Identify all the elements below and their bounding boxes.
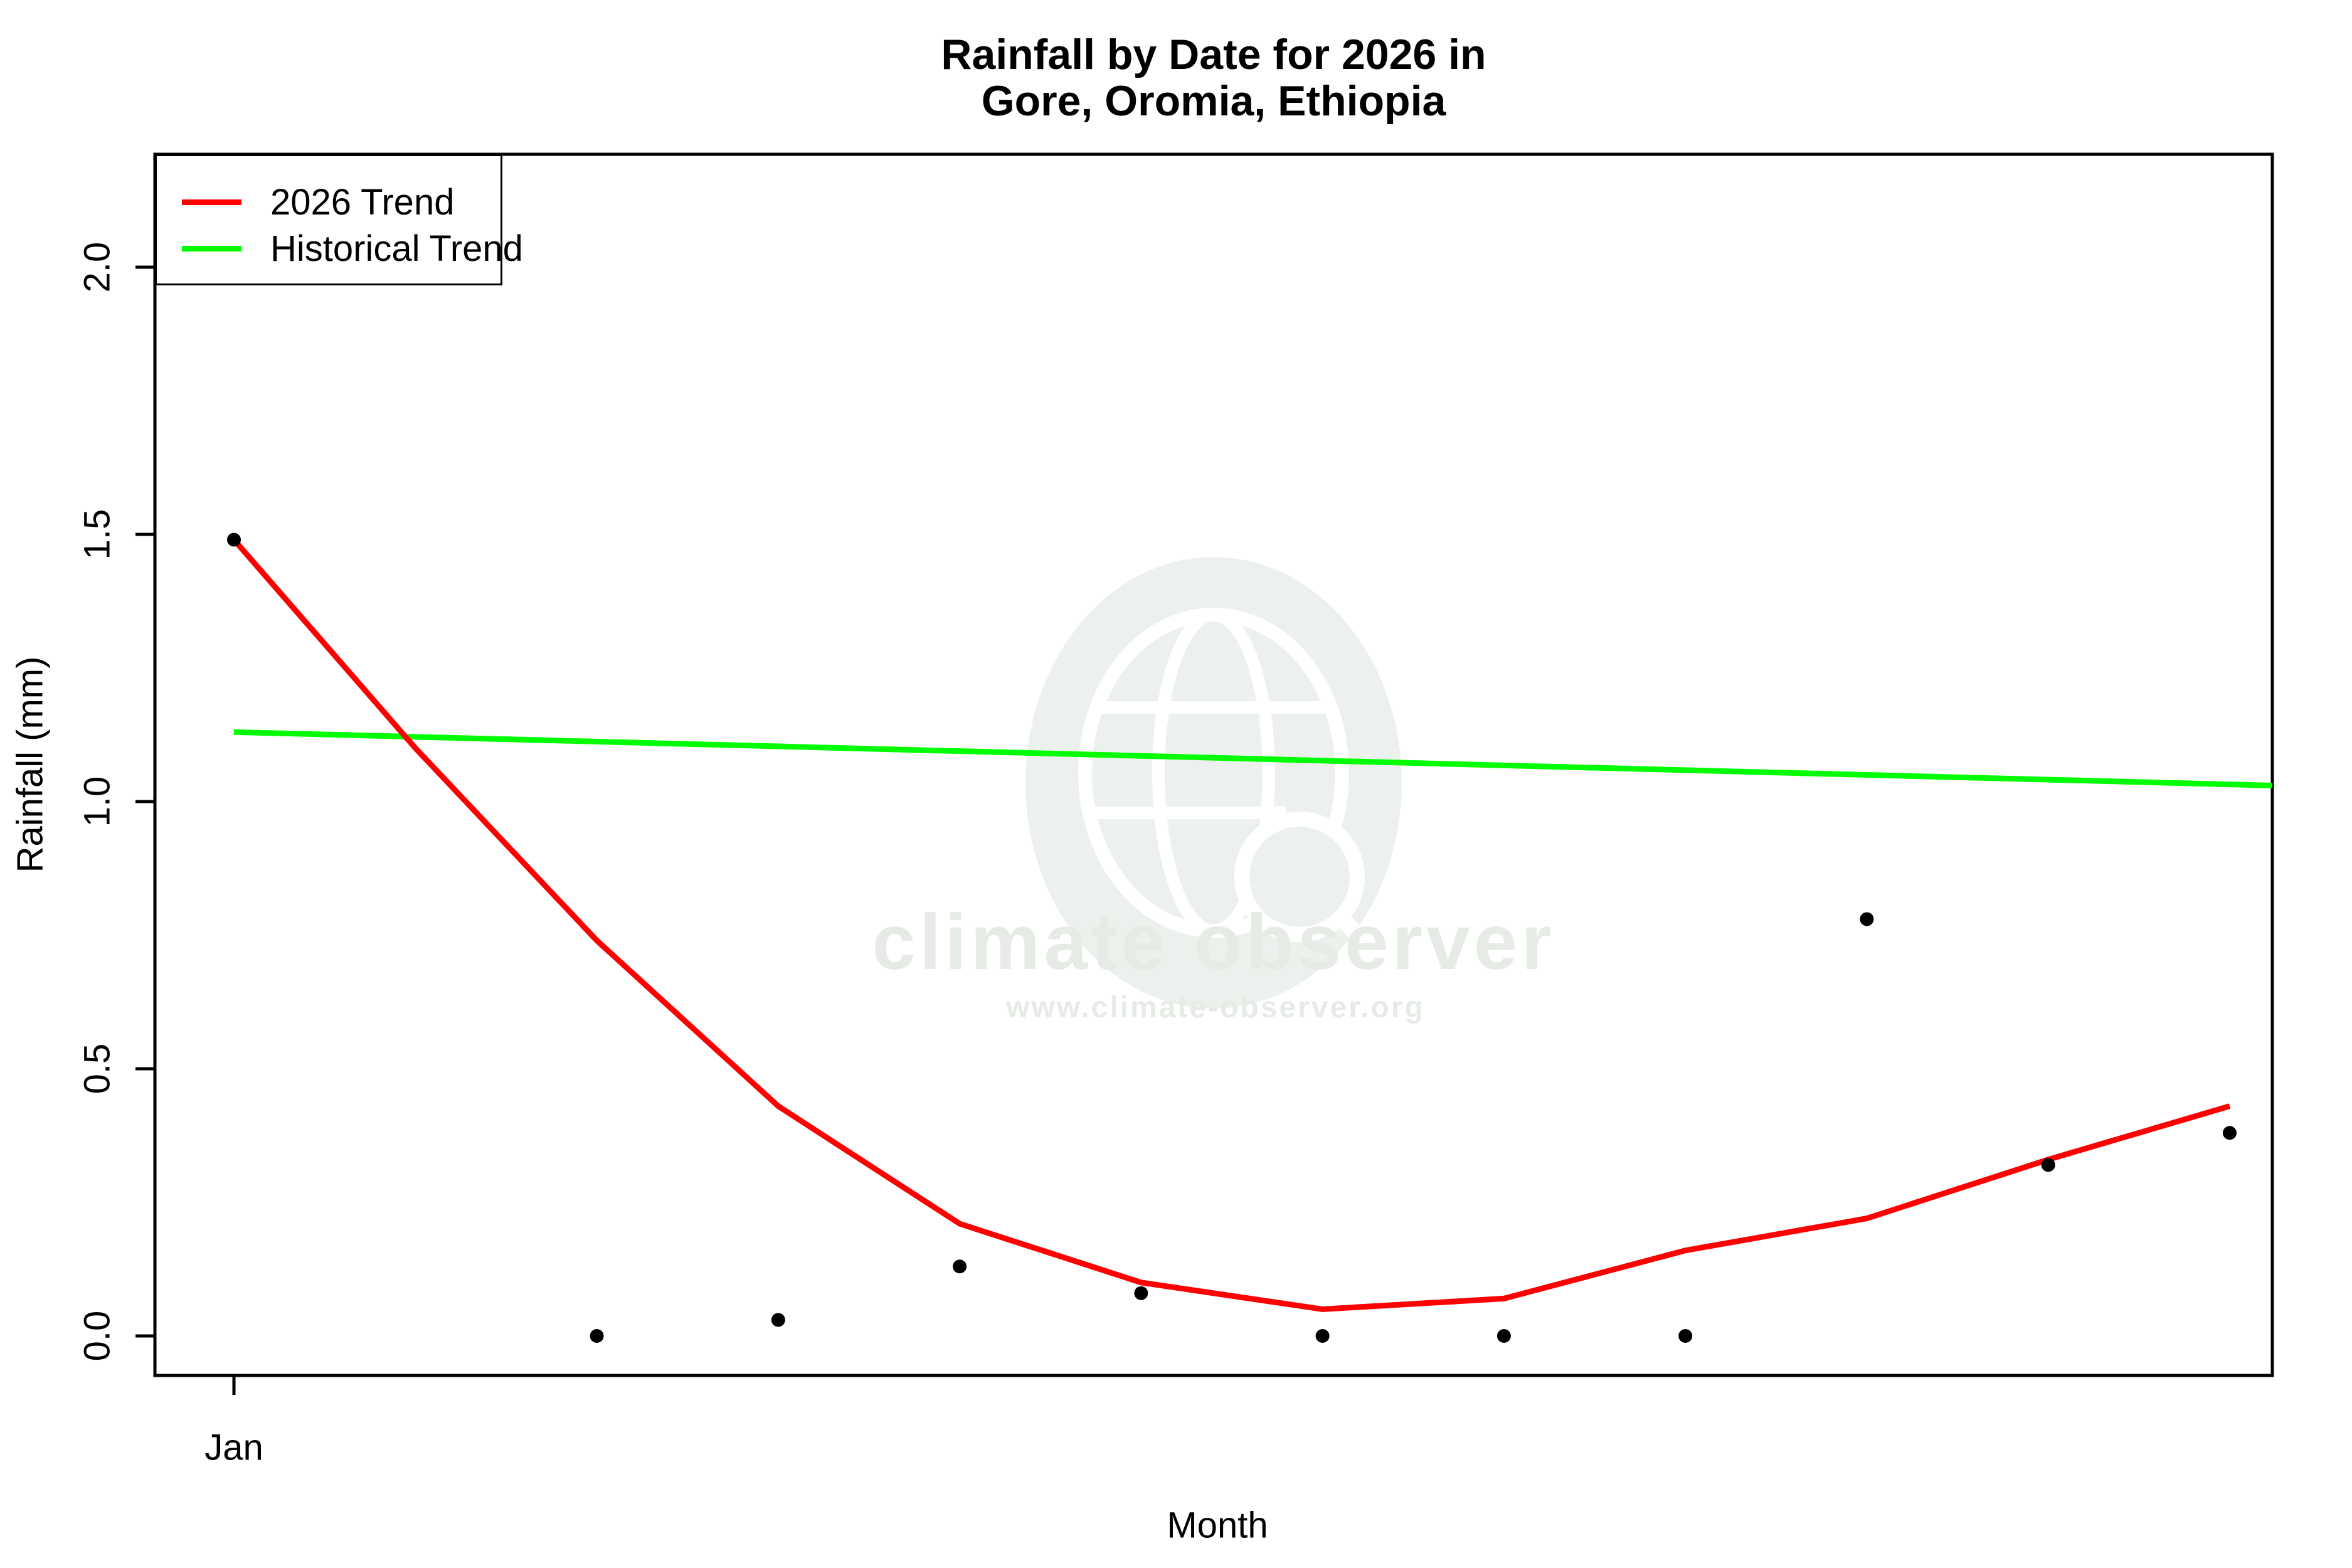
scatter-point [953,1259,967,1274]
scatter-point [1496,1329,1511,1343]
scatter-point [1678,1329,1693,1343]
watermark-globe-icon [1025,557,1402,1009]
x-axis-tick-label: Jan [204,1428,263,1468]
legend-item-historical-trend: Historical Trend [182,228,523,269]
legend-label-historical-trend: Historical Trend [270,228,523,269]
y-axis-tick-label: 1.5 [77,509,118,560]
magnifier-handle [1333,910,1393,970]
scatter-point [771,1313,785,1327]
scatter-point [2222,1126,2237,1140]
y-axis-title: Rainfall (mm) [10,657,51,873]
y-axis-tick-label: 0.0 [77,1311,118,1362]
plot-border [153,152,2274,1377]
y-axis-tick-label: 2.0 [77,242,118,293]
chart-title-line2: Gore, Oromia, Ethiopia [981,77,1446,125]
scatter-point [2041,1158,2055,1172]
chart-title: Rainfall by Date for 2026 in Gore, Oromi… [155,31,2272,124]
watermark-brand-text: climate observer [872,899,1555,986]
trend-line-2026 [231,538,2231,1312]
legend-item-2026-trend: 2026 Trend [182,181,455,223]
y-axis-tick-label: 1.0 [77,776,118,827]
scatter-point [1315,1329,1330,1343]
magnifier-lens [1234,812,1365,942]
scatter-point [227,532,241,547]
chart-title-line1: Rainfall by Date for 2026 in [941,31,1486,78]
legend-line-sample-red [182,199,241,205]
scatter-point [1860,912,1874,926]
legend: 2026 Trend Historical Trend [155,154,523,285]
historical-trend-line [233,729,2273,788]
y-axis-tick-label: 0.5 [77,1044,118,1094]
scatter-point [1134,1286,1148,1300]
watermark-url-text: www.climate-observer.org [1005,991,1425,1024]
x-axis-title: Month [1167,1505,1268,1546]
globe-meridian [1152,608,1275,937]
legend-line-sample-green [182,245,241,252]
scatter-point [590,1329,604,1343]
legend-label-2026-trend: 2026 Trend [270,181,455,223]
